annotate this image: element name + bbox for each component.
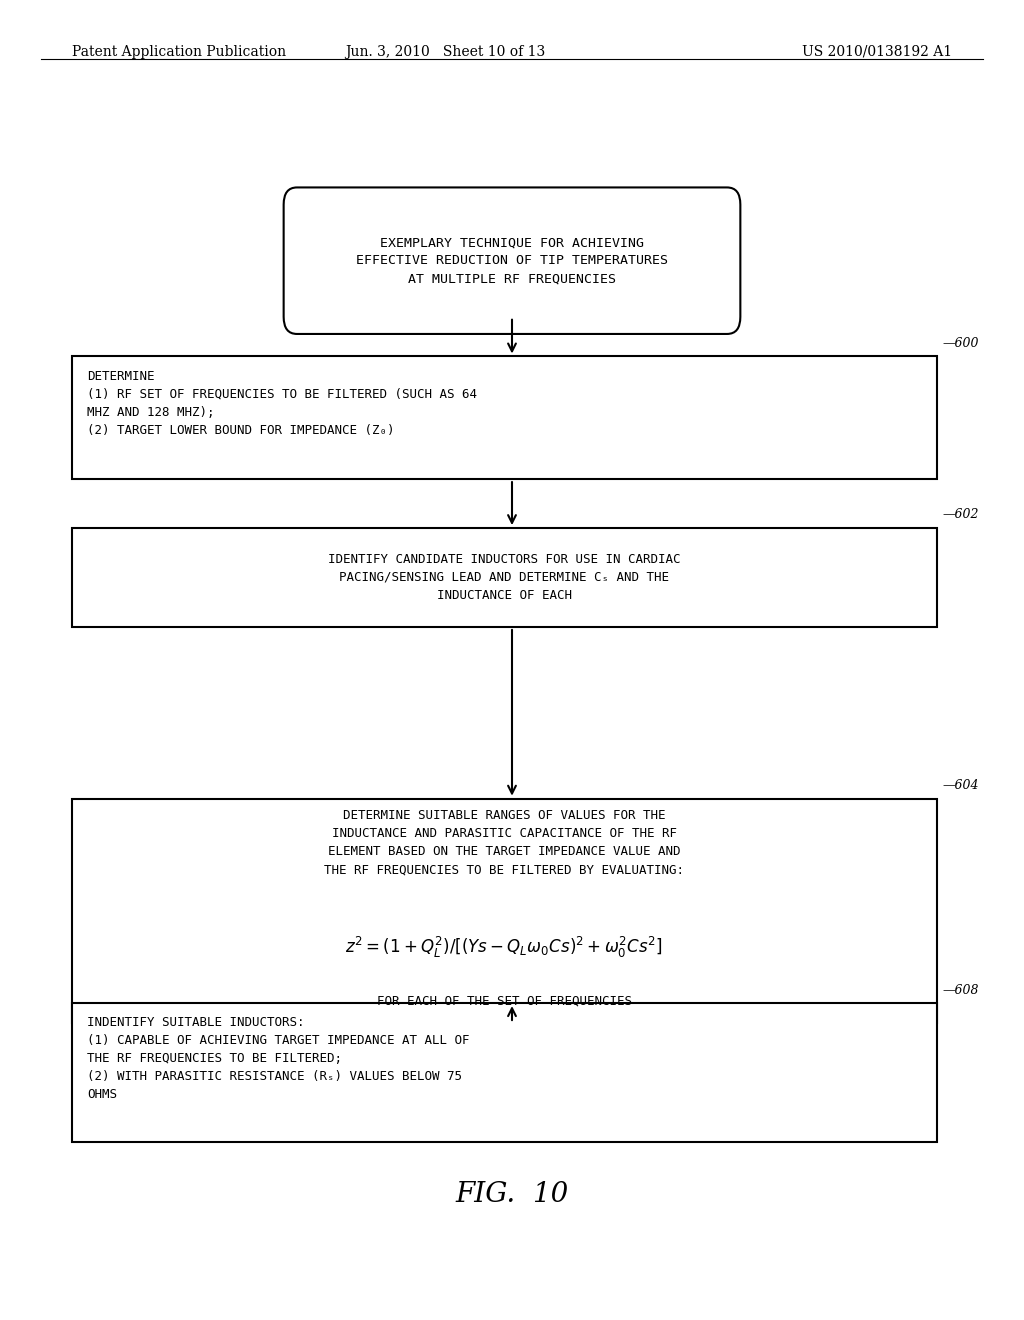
Text: —600: —600 — [942, 337, 979, 350]
Text: —602: —602 — [942, 508, 979, 521]
Text: Patent Application Publication: Patent Application Publication — [72, 45, 286, 59]
Text: INDENTIFY SUITABLE INDUCTORS:
(1) CAPABLE OF ACHIEVING TARGET IMPEDANCE AT ALL O: INDENTIFY SUITABLE INDUCTORS: (1) CAPABL… — [87, 1016, 470, 1101]
Text: DETERMINE SUITABLE RANGES OF VALUES FOR THE
INDUCTANCE AND PARASITIC CAPACITANCE: DETERMINE SUITABLE RANGES OF VALUES FOR … — [325, 809, 684, 876]
Text: FIG.  10: FIG. 10 — [456, 1181, 568, 1208]
Text: FOR EACH OF THE SET OF FREQUENCIES: FOR EACH OF THE SET OF FREQUENCIES — [377, 994, 632, 1007]
Bar — [72, 799, 937, 1023]
Text: US 2010/0138192 A1: US 2010/0138192 A1 — [802, 45, 952, 59]
Text: —608: —608 — [942, 983, 979, 997]
Text: IDENTIFY CANDIDATE INDUCTORS FOR USE IN CARDIAC
PACING/SENSING LEAD AND DETERMIN: IDENTIFY CANDIDATE INDUCTORS FOR USE IN … — [328, 553, 681, 602]
Text: Jun. 3, 2010   Sheet 10 of 13: Jun. 3, 2010 Sheet 10 of 13 — [345, 45, 546, 59]
Bar — [72, 1003, 937, 1142]
Bar — [72, 528, 937, 627]
Text: DETERMINE
(1) RF SET OF FREQUENCIES TO BE FILTERED (SUCH AS 64
MHZ AND 128 MHZ);: DETERMINE (1) RF SET OF FREQUENCIES TO B… — [87, 370, 477, 437]
Bar — [72, 356, 937, 479]
Text: EXEMPLARY TECHNIQUE FOR ACHIEVING
EFFECTIVE REDUCTION OF TIP TEMPERATURES
AT MUL: EXEMPLARY TECHNIQUE FOR ACHIEVING EFFECT… — [356, 236, 668, 285]
FancyBboxPatch shape — [284, 187, 740, 334]
Text: —604: —604 — [942, 779, 979, 792]
Text: $z^2=(1+Q_L^2)/[(Ys-Q_L\omega_0Cs)^2+\omega_0^2Cs^2]$: $z^2=(1+Q_L^2)/[(Ys-Q_L\omega_0Cs)^2+\om… — [345, 936, 664, 961]
